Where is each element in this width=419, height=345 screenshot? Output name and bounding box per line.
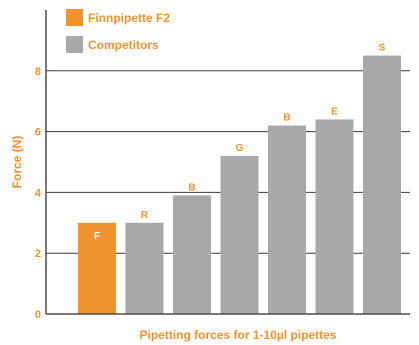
- bar-label-5: E: [331, 106, 338, 117]
- bar-6: [363, 55, 401, 314]
- bar-4: [268, 125, 306, 315]
- bar-label-6: S: [379, 43, 386, 54]
- x-axis-title: Pipetting forces for 1-10µl pipettes: [140, 328, 337, 342]
- y-tick-label: 8: [35, 66, 41, 78]
- bar-1: [125, 222, 164, 314]
- bar-label-3: G: [236, 143, 244, 154]
- legend-label-competitors: Competitors: [88, 38, 159, 52]
- bars: [78, 55, 401, 315]
- bar-label-4: B: [283, 113, 290, 124]
- bar-3: [220, 155, 259, 314]
- bar-label-2: B: [188, 182, 195, 193]
- y-tick-label: 4: [35, 187, 42, 199]
- legend-swatch-finnpipette: [66, 9, 83, 26]
- bar-2: [173, 195, 211, 314]
- bar-label-1: R: [141, 210, 149, 221]
- bar-5: [315, 119, 354, 314]
- y-tick-label: 0: [35, 309, 41, 321]
- legend-label-finnpipette: Finnpipette F2: [88, 11, 170, 25]
- bar-0: [78, 222, 116, 314]
- legend-swatch-competitors: [66, 36, 83, 53]
- bar-labels: F R B G B E S: [94, 43, 386, 242]
- y-axis-title: Force (N): [10, 136, 24, 189]
- y-tick-label: 2: [35, 248, 41, 260]
- bar-label-0: F: [94, 231, 100, 242]
- y-tick-label: 6: [35, 127, 41, 139]
- legend: Finnpipette F2 Competitors: [66, 9, 170, 53]
- y-tick-labels: 0 2 4 6 8: [35, 66, 42, 321]
